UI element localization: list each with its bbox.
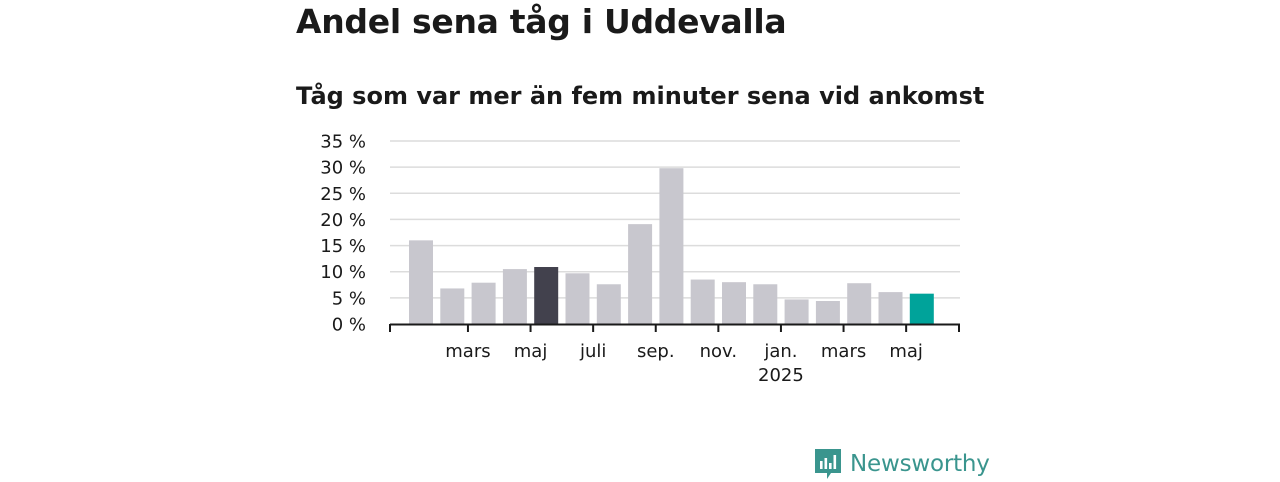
y-tick-label: 5 % xyxy=(332,288,366,309)
x-tick-sublabel: 2025 xyxy=(758,365,804,386)
y-tick-label: 10 % xyxy=(320,262,366,283)
bar xyxy=(753,284,778,324)
bar xyxy=(440,288,465,324)
bar xyxy=(565,273,590,324)
bar xyxy=(815,300,840,324)
newsworthy-brand: Newsworthy xyxy=(814,446,990,482)
bar xyxy=(847,283,872,324)
y-tick-label: 35 % xyxy=(320,132,366,153)
x-tick-label: sep. xyxy=(637,341,675,362)
x-tick-label: maj xyxy=(889,341,923,362)
bar xyxy=(784,299,809,324)
x-tick-label: mars xyxy=(445,341,490,362)
bar xyxy=(596,284,621,324)
newsworthy-logo-icon xyxy=(815,449,841,479)
y-tick-label: 20 % xyxy=(320,210,366,231)
bar xyxy=(628,224,653,324)
y-axis-ticks: 0 % 5 % 10 % 15 % 20 % 25 % 30 % 35 % xyxy=(320,132,366,336)
bar xyxy=(471,282,496,324)
x-tick-label: juli xyxy=(579,341,606,362)
bar xyxy=(909,293,934,324)
x-tick-label: nov. xyxy=(700,341,737,362)
bars xyxy=(409,168,934,324)
bar xyxy=(502,269,527,324)
bar xyxy=(534,267,559,324)
bar xyxy=(659,168,684,324)
bar xyxy=(409,240,433,324)
brand-name: Newsworthy xyxy=(850,451,990,477)
y-tick-label: 30 % xyxy=(320,158,366,179)
y-tick-label: 15 % xyxy=(320,236,366,257)
chart-subtitle: Tåg som var mer än fem minuter sena vid … xyxy=(296,82,985,110)
x-axis: mars maj juli sep. nov. jan. 2025 mars maj xyxy=(389,323,960,386)
x-tick-label: mars xyxy=(821,341,866,362)
bar xyxy=(722,282,746,324)
x-tick-label: maj xyxy=(514,341,548,362)
chart-title: Andel sena tåg i Uddevalla xyxy=(296,2,787,41)
y-tick-label: 0 % xyxy=(332,315,366,336)
y-tick-label: 25 % xyxy=(320,184,366,205)
bar xyxy=(878,292,903,324)
x-tick-label: jan. xyxy=(763,341,797,362)
bar xyxy=(690,279,715,324)
